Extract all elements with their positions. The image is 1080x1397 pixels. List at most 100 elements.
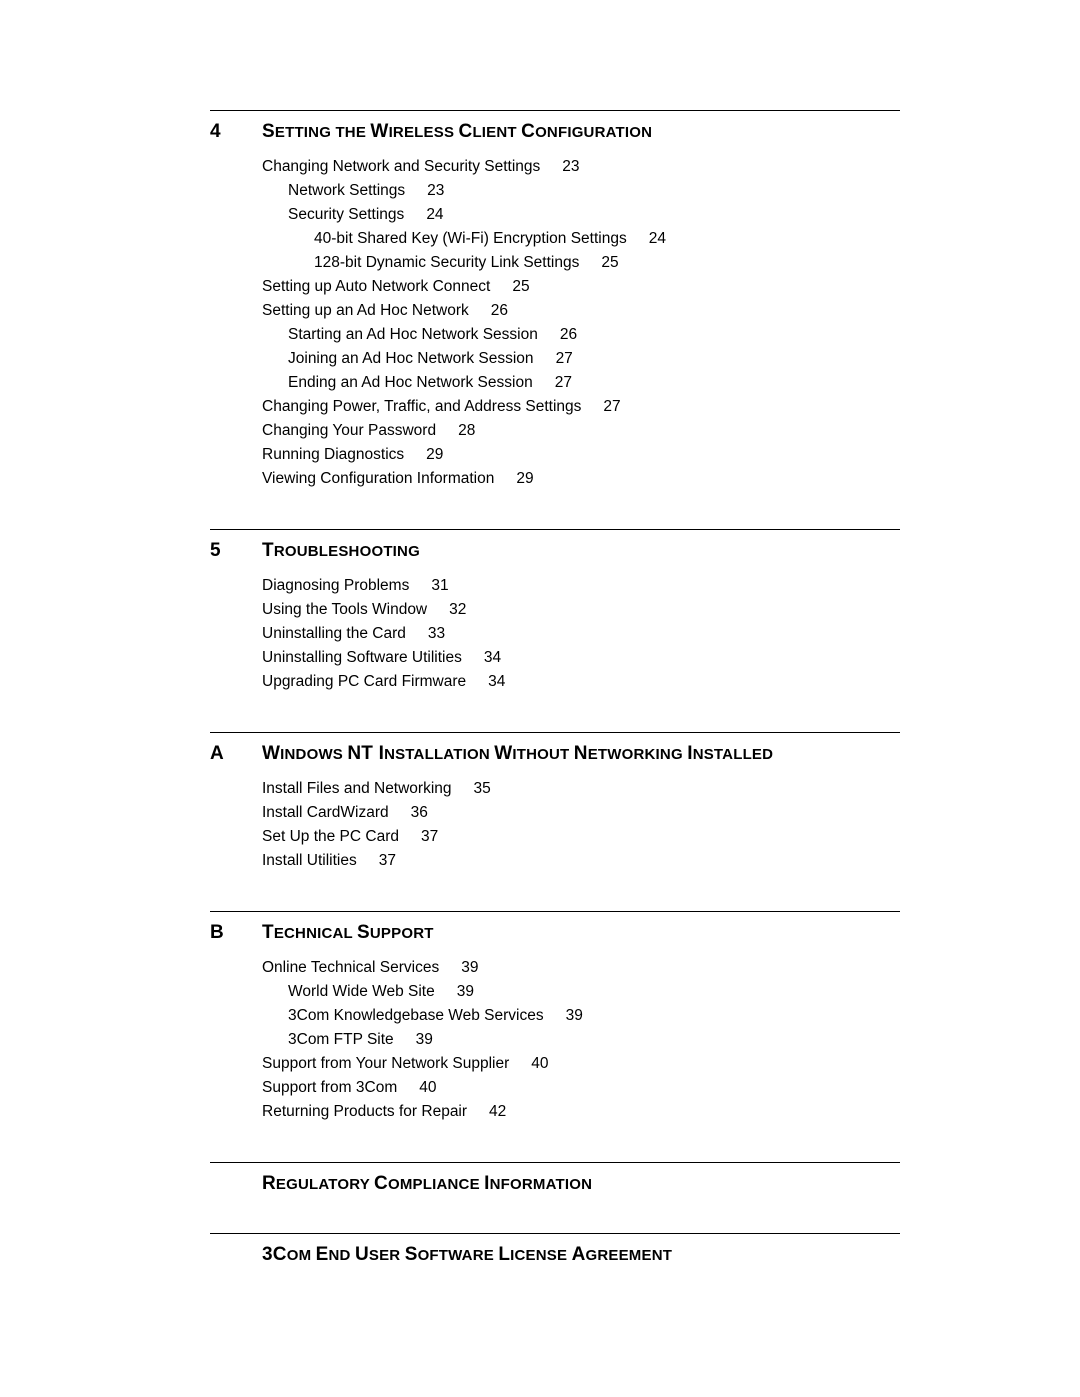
section-title: TROUBLESHOOTING	[262, 540, 420, 562]
toc-entry-page: 28	[458, 419, 475, 443]
toc-entry-text: Ending an Ad Hoc Network Session	[288, 374, 533, 391]
toc-entry-page: 37	[379, 849, 396, 873]
toc-entry-text: Viewing Configuration Information	[262, 470, 494, 487]
section-title: WINDOWS NT INSTALLATION WITHOUT NETWORKI…	[262, 743, 773, 765]
toc-entry-page: 27	[556, 347, 573, 371]
toc-entry-page: 27	[555, 371, 572, 395]
section-header: A WINDOWS NT INSTALLATION WITHOUT NETWOR…	[210, 743, 900, 765]
toc-entry-page: 35	[474, 777, 491, 801]
toc-entry: Diagnosing Problems31	[262, 574, 900, 598]
toc-entry: Network Settings 23	[262, 179, 900, 203]
toc-entry-text: Set Up the PC Card	[262, 828, 399, 845]
toc-entry-text: Setting up Auto Network Connect	[262, 278, 490, 295]
toc-entry: Setting up Auto Network Connect 25	[262, 275, 900, 299]
toc-entry: Support from Your Network Supplier 40	[262, 1052, 900, 1076]
toc-entry-text: Support from 3Com	[262, 1079, 397, 1096]
toc-entry-text: 40-bit Shared Key (Wi-Fi) Encryption Set…	[314, 230, 627, 247]
section-header: 5 TROUBLESHOOTING	[210, 540, 900, 562]
toc-entry-page: 39	[566, 1004, 583, 1028]
toc-entry-page: 42	[489, 1100, 506, 1124]
toc-entry-text: Joining an Ad Hoc Network Session	[288, 350, 534, 367]
toc-section: REGULATORY COMPLIANCE INFORMATION	[210, 1162, 900, 1195]
toc-entry-page: 29	[516, 467, 533, 491]
toc-list: Online Technical Services39World Wide We…	[262, 956, 900, 1124]
toc-entry-page: 24	[649, 227, 666, 251]
toc-entry-text: Upgrading PC Card Firmware	[262, 673, 466, 690]
toc-entry: Changing Power, Traffic, and Address Set…	[262, 395, 900, 419]
toc-entry: Returning Products for Repair 42	[262, 1100, 900, 1124]
toc-entry-page: 39	[457, 980, 474, 1004]
toc-entry: 40-bit Shared Key (Wi-Fi) Encryption Set…	[262, 227, 900, 251]
toc-entry-text: Support from Your Network Supplier	[262, 1055, 509, 1072]
section-title: 3COM END USER SOFTWARE LICENSE AGREEMENT	[262, 1244, 672, 1266]
toc-entry-text: Security Settings	[288, 206, 404, 223]
toc-entry: World Wide Web Site 39	[262, 980, 900, 1004]
toc-entry-text: Running Diagnostics	[262, 446, 404, 463]
toc-entry-page: 36	[411, 801, 428, 825]
toc-list: Changing Network and Security Settings23…	[262, 155, 900, 491]
toc-page: 4 SETTING THE WIRELESS CLIENT CONFIGURAT…	[0, 0, 1080, 1266]
toc-entry-text: Install Files and Networking	[262, 780, 452, 797]
toc-entry: Install Utilities 37	[262, 849, 900, 873]
toc-entry: Support from 3Com40	[262, 1076, 900, 1100]
toc-list: Install Files and Networking 35 Install Ca…	[262, 777, 900, 873]
section-number: B	[210, 922, 262, 944]
toc-entry-text: Using the Tools Window	[262, 601, 427, 618]
toc-entry-page: 39	[461, 956, 478, 980]
toc-entry-text: 3Com Knowledgebase Web Services	[288, 1007, 544, 1024]
toc-entry: Running Diagnostics 29	[262, 443, 900, 467]
toc-entry-text: World Wide Web Site	[288, 983, 435, 1000]
toc-entry-page: 27	[603, 395, 620, 419]
toc-entry-page: 23	[562, 155, 579, 179]
toc-entry: Viewing Configuration Information 29	[262, 467, 900, 491]
toc-entry-page: 25	[601, 251, 618, 275]
toc-entry: Online Technical Services 39	[262, 956, 900, 980]
toc-entry: Uninstalling Software Utilities34	[262, 646, 900, 670]
toc-entry-text: Starting an Ad Hoc Network Session	[288, 326, 538, 343]
toc-entry-text: Diagnosing Problems	[262, 577, 409, 594]
toc-entry: Ending an Ad Hoc Network Session 27	[262, 371, 900, 395]
section-number: 4	[210, 121, 262, 143]
toc-entry-page: 39	[416, 1028, 433, 1052]
toc-entry-page: 23	[427, 179, 444, 203]
section-title: REGULATORY COMPLIANCE INFORMATION	[262, 1173, 592, 1195]
toc-entry-text: Uninstalling the Card	[262, 625, 406, 642]
toc-entry: Using the Tools Window 32	[262, 598, 900, 622]
toc-entry: Joining an Ad Hoc Network Session 27	[262, 347, 900, 371]
toc-entry: Changing Network and Security Settings23	[262, 155, 900, 179]
toc-entry-page: 25	[512, 275, 529, 299]
toc-entry-text: Uninstalling Software Utilities	[262, 649, 462, 666]
toc-entry: Upgrading PC Card Firmware 34	[262, 670, 900, 694]
section-header: 3COM END USER SOFTWARE LICENSE AGREEMENT	[210, 1244, 900, 1266]
toc-entry-page: 24	[426, 203, 443, 227]
section-number: A	[210, 743, 262, 765]
section-header: B TECHNICAL SUPPORT	[210, 922, 900, 944]
toc-entry-page: 32	[449, 598, 466, 622]
toc-entry: Uninstalling the Card 33	[262, 622, 900, 646]
toc-entry-page: 26	[491, 299, 508, 323]
toc-entry: Setting up an Ad Hoc Network 26	[262, 299, 900, 323]
toc-entry-text: Returning Products for Repair	[262, 1103, 467, 1120]
section-title: TECHNICAL SUPPORT	[262, 922, 434, 944]
toc-section: B TECHNICAL SUPPORT Online Technical Ser…	[210, 911, 900, 1124]
toc-entry-page: 34	[488, 670, 505, 694]
toc-entry: 3Com FTP Site39	[262, 1028, 900, 1052]
toc-section: 3COM END USER SOFTWARE LICENSE AGREEMENT	[210, 1233, 900, 1266]
toc-entry: Security Settings 24	[262, 203, 900, 227]
toc-entry: Install Files and Networking 35	[262, 777, 900, 801]
section-header: 4 SETTING THE WIRELESS CLIENT CONFIGURAT…	[210, 121, 900, 143]
toc-entry-page: 40	[531, 1052, 548, 1076]
toc-entry-text: Install CardWizard	[262, 804, 389, 821]
toc-entry-page: 33	[428, 622, 445, 646]
toc-entry-text: 128-bit Dynamic Security Link Settings	[314, 254, 579, 271]
toc-entry-text: Online Technical Services	[262, 959, 439, 976]
toc-entry-text: Network Settings	[288, 182, 405, 199]
section-header: REGULATORY COMPLIANCE INFORMATION	[210, 1173, 900, 1195]
toc-entry-text: Install Utilities	[262, 852, 357, 869]
toc-entry-text: Setting up an Ad Hoc Network	[262, 302, 469, 319]
toc-entry: Set Up the PC Card37	[262, 825, 900, 849]
toc-entry-page: 29	[426, 443, 443, 467]
toc-entry-text: Changing Your Password	[262, 422, 436, 439]
toc-entry-page: 26	[560, 323, 577, 347]
section-title: SETTING THE WIRELESS CLIENT CONFIGURATIO…	[262, 121, 652, 143]
